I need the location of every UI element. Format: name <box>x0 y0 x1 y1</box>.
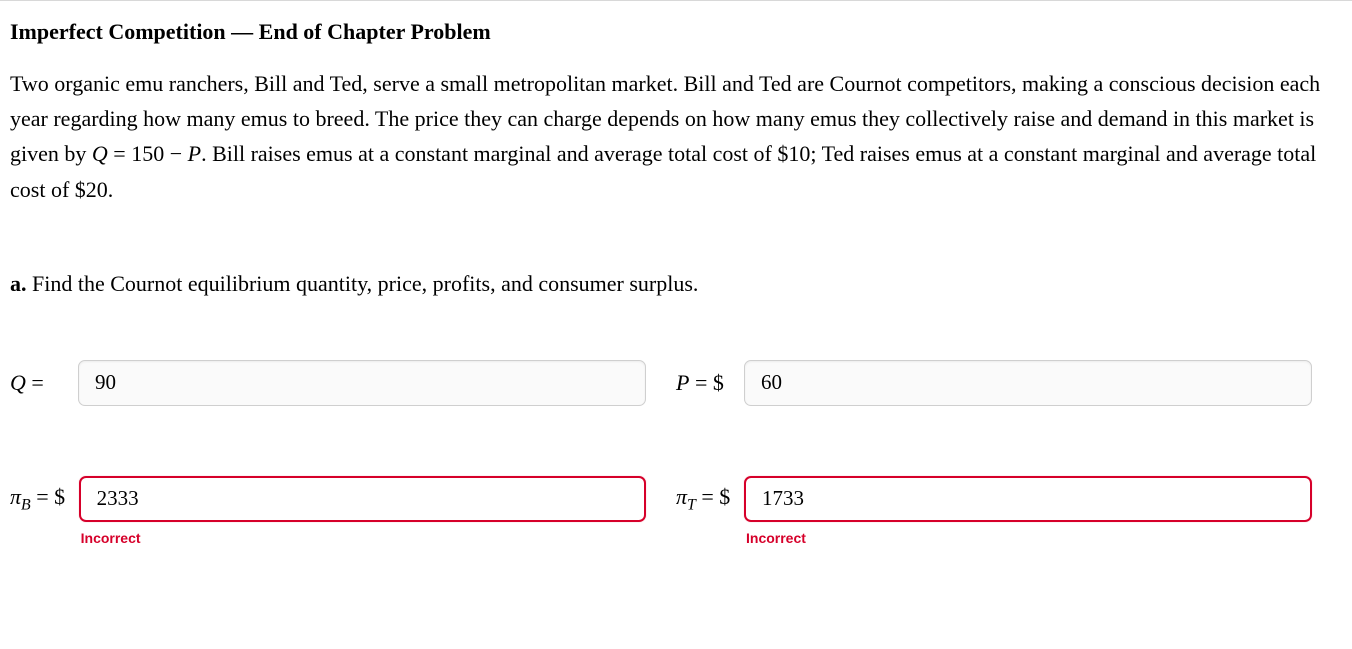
label-pi-b: πB = $ <box>10 480 71 517</box>
input-p[interactable] <box>744 360 1312 406</box>
field-pi-t: πT = $ Incorrect <box>676 476 1342 522</box>
field-q: Q = <box>10 360 676 406</box>
problem-body: Two organic emu ranchers, Bill and Ted, … <box>10 66 1342 207</box>
part-a-text: Find the Cournot equilibrium quantity, p… <box>32 271 698 296</box>
feedback-pi-b: Incorrect <box>81 528 141 549</box>
field-p: P = $ <box>676 360 1342 406</box>
input-q[interactable] <box>78 360 646 406</box>
label-p: P = $ <box>676 366 736 399</box>
label-q: Q = <box>10 366 70 399</box>
part-a: a. Find the Cournot equilibrium quantity… <box>10 267 1342 300</box>
label-pi-t: πT = $ <box>676 480 736 517</box>
input-pi-t[interactable] <box>744 476 1312 522</box>
input-pi-b[interactable] <box>79 476 646 522</box>
part-a-label: a. <box>10 271 27 296</box>
page-title: Imperfect Competition — End of Chapter P… <box>10 15 1342 48</box>
field-pi-b: πB = $ Incorrect <box>10 476 676 522</box>
feedback-pi-t: Incorrect <box>746 528 806 549</box>
